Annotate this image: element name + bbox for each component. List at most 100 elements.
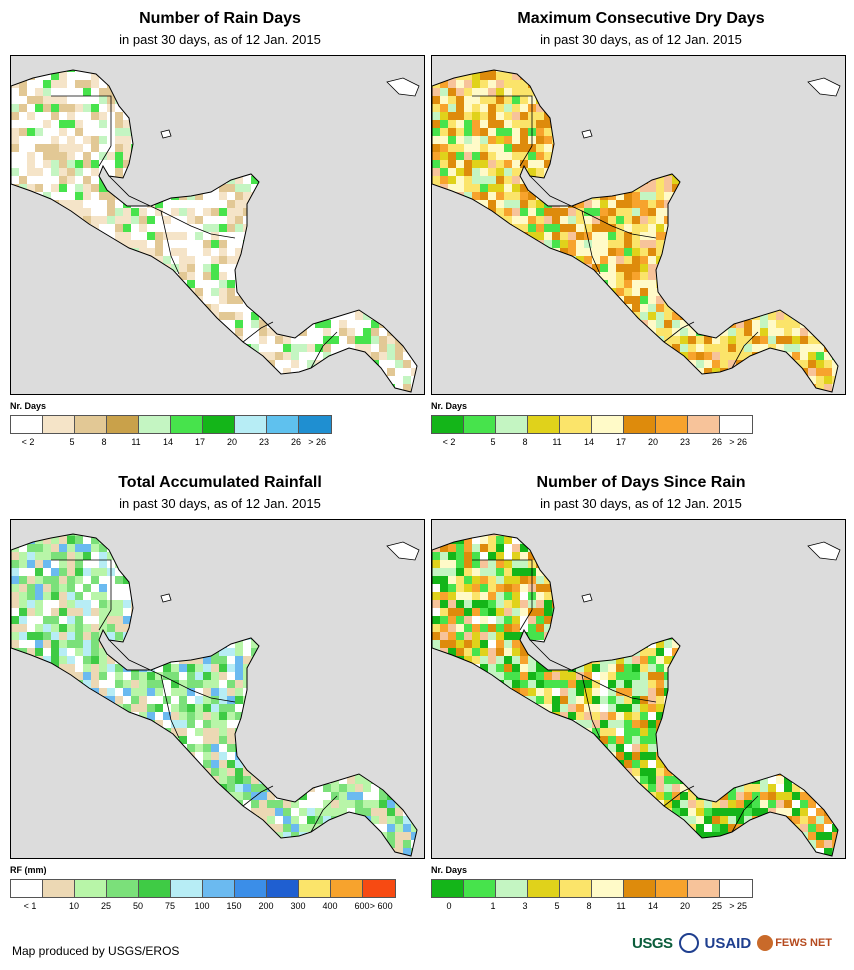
panel-subtitle: in past 30 days, as of 12 Jan. 2015 [119,496,321,511]
legend-label: 5 [554,901,560,911]
legend-label: > 26 [729,437,748,447]
legend-swatch [203,880,235,897]
panel-rain-days: Number of Rain Days in past 30 days, as … [10,10,430,470]
legend-label: 8 [522,437,528,447]
legend-label: 26 [711,437,723,447]
country-border [310,795,338,833]
panel-subtitle: in past 30 days, as of 12 Jan. 2015 [540,496,742,511]
legend-label: 11 [552,437,562,447]
legend-swatch [432,416,464,433]
map-rain-days [10,55,425,395]
fews-net-logo: FEWS NET [757,935,832,951]
legend-swatch [496,416,528,433]
legend-swatch [464,416,496,433]
legend-swatch [496,880,528,897]
island [160,593,172,603]
legend-swatch [592,416,624,433]
usgs-logo: USGS [632,934,673,952]
legend-swatch [267,880,299,897]
legend-labels: < 1 10 25 50 75 100 150 200 300 400 600 > 600 [10,901,393,913]
legend-label: 100 [194,901,210,911]
legend-swatch [688,880,720,897]
usaid-logo: USAID [704,934,752,952]
legend-swatch [75,416,107,433]
legend-label: 5 [69,437,75,447]
map-svg [11,69,420,393]
legend-swatch [171,416,203,433]
coastline [11,533,418,857]
map-rainfall [10,519,425,859]
country-border [663,785,695,807]
legend-label: 23 [679,437,691,447]
legend-bar [10,415,332,434]
fews-net-label: FEWS NET [775,937,833,949]
legend-label: < 2 [442,437,456,447]
panel-subtitle: in past 30 days, as of 12 Jan. 2015 [119,32,321,47]
legend-swatch [656,880,688,897]
legend-swatch [203,416,235,433]
coastline [432,533,839,857]
country-border [108,175,236,239]
legend-label: 14 [647,901,659,911]
legend-label: 20 [679,901,691,911]
legend-swatch [688,416,720,433]
legend-label: 1 [490,901,496,911]
country-border [160,674,180,739]
usaid-seal-icon [678,933,699,953]
legend-label: 25 [100,901,112,911]
country-border [519,609,533,631]
data-cells [11,534,417,856]
legend-title: RF (mm) [10,865,47,875]
island [386,541,420,561]
legend-label: 5 [490,437,496,447]
legend-labels: < 2 5 8 11 14 17 20 23 26 > 26 [10,437,370,449]
legend-label: 400 [322,901,338,911]
legend-labels: < 2 5 8 11 14 17 20 23 26 > 26 [431,437,791,449]
legend-label: > 600 [369,901,393,911]
country-border [581,210,601,275]
map-dry-days [431,55,846,395]
legend-swatch [528,880,560,897]
map-svg [11,533,420,857]
country-border [242,785,274,807]
legend-label: 8 [101,437,107,447]
legend-swatch [560,880,592,897]
legend-swatch [139,416,171,433]
map-svg [432,69,841,393]
legend-label: 300 [290,901,306,911]
panel-title: Number of Rain Days [139,10,301,27]
legend-swatch [235,416,267,433]
panel-title: Maximum Consecutive Dry Days [517,10,765,27]
legend-swatch [720,416,752,433]
legend-swatch [235,880,267,897]
legend-swatch [139,880,171,897]
legend-swatch [299,416,331,433]
country-border [581,674,601,739]
legend-label: 10 [68,901,80,911]
island [581,593,593,603]
legend-label: 8 [586,901,592,911]
legend-swatch [624,416,656,433]
legend-label: 26 [290,437,302,447]
country-border [310,331,338,369]
legend-swatch [75,880,107,897]
legend-title: Nr. Days [10,401,47,411]
legend-label: 11 [131,437,141,447]
legend-swatch [363,880,395,897]
country-border [731,331,759,369]
country-border [51,95,112,146]
legend-label: > 25 [729,901,748,911]
legend-swatch [432,880,464,897]
data-cells [432,70,838,392]
legend-swatch [528,416,560,433]
legend-swatch [11,880,43,897]
panel-since-rain: Number of Days Since Rain in past 30 day… [431,474,851,934]
legend-swatch [720,880,752,897]
legend-labels: 0 1 3 5 8 11 14 20 25 > 25 [431,901,791,913]
legend-bar [431,415,753,434]
legend-label: 11 [616,901,626,911]
legend-swatch [624,880,656,897]
legend-label: 0 [446,901,452,911]
legend-swatch [107,880,139,897]
legend-title: Nr. Days [431,865,468,875]
